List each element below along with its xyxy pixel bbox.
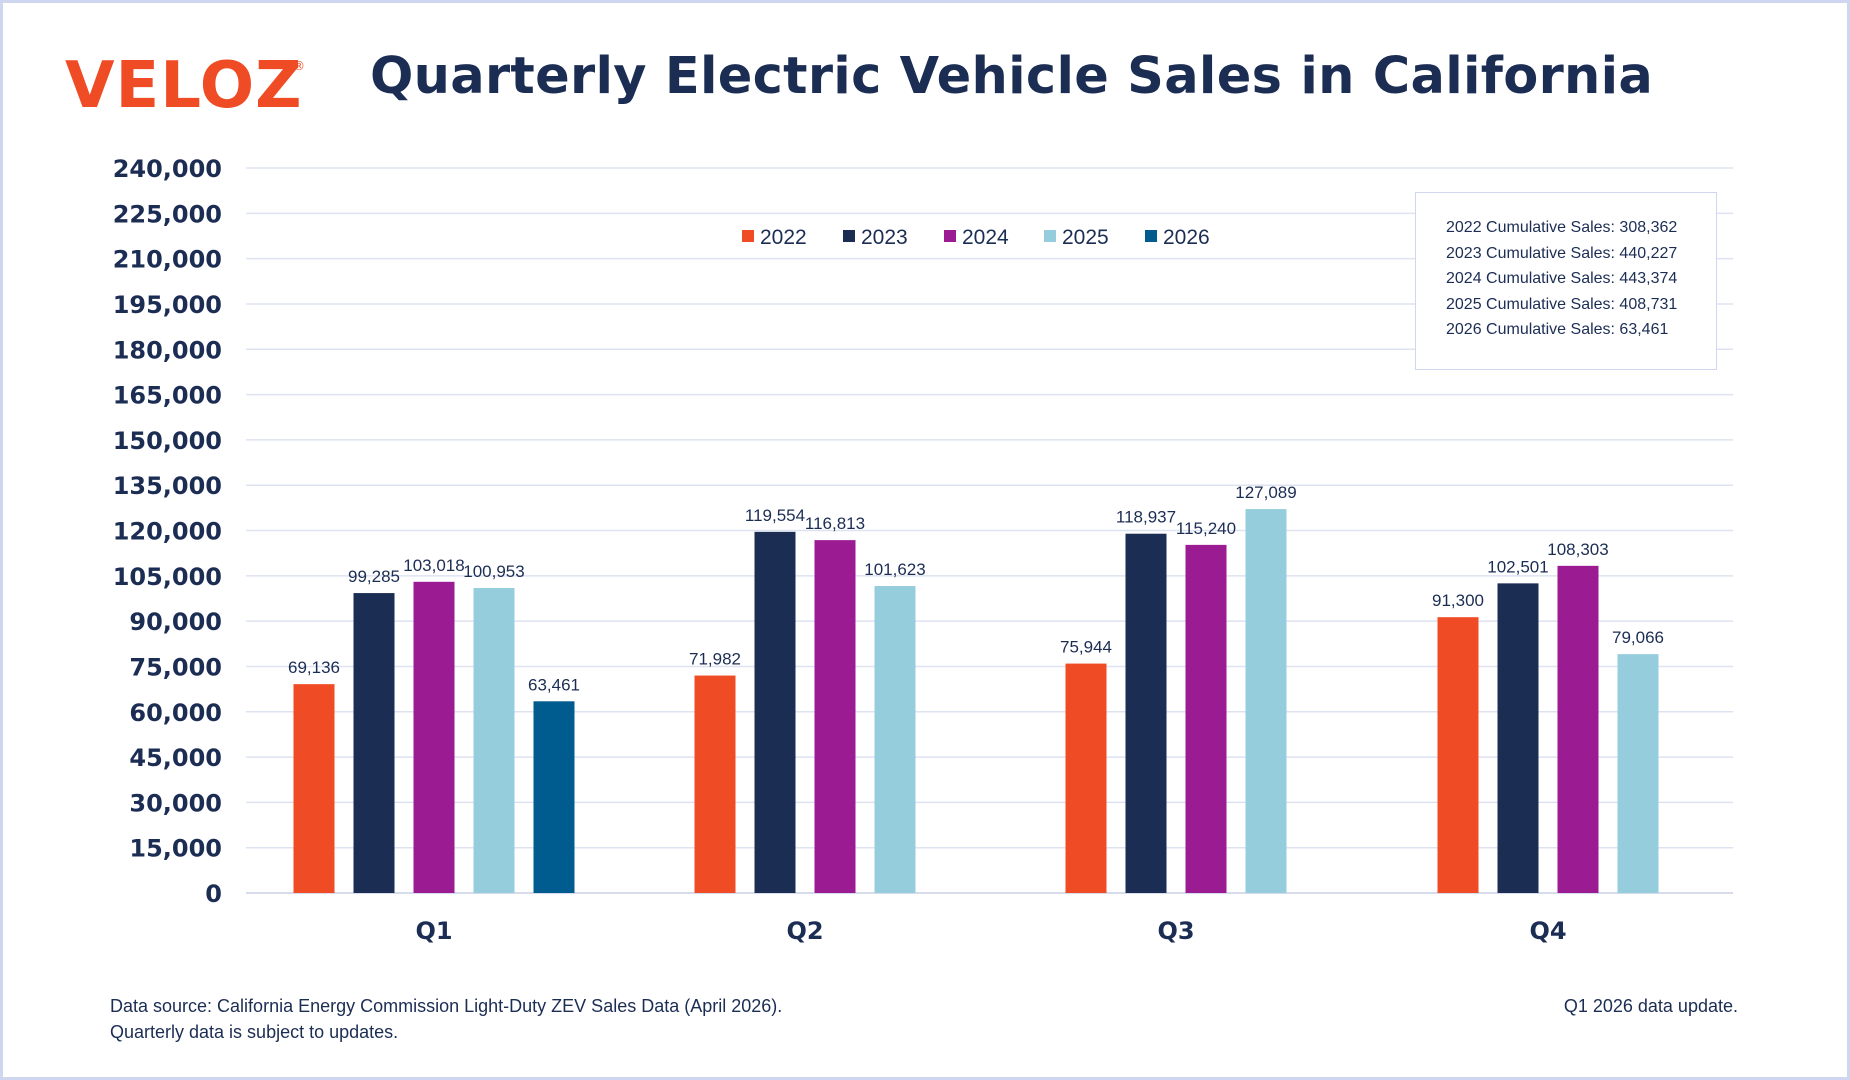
bar-2022-q1 (293, 684, 335, 893)
y-tick-label: 60,000 (129, 699, 222, 727)
bar-2024-q4 (1557, 565, 1599, 893)
bar-2022-q4 (1437, 617, 1479, 893)
x-tick-label: Q1 (415, 917, 452, 945)
data-update-caveat: Quarterly data is subject to updates. (110, 1022, 399, 1042)
y-tick-label: 195,000 (113, 291, 222, 319)
bar-2023-q1 (353, 593, 395, 893)
data-update-note: Q1 2026 data update. (1563, 996, 1738, 1016)
cumulative-line-2023: 2023 Cumulative Sales: 440,227 (1446, 244, 1678, 262)
cumulative-line-2025: 2025 Cumulative Sales: 408,731 (1446, 295, 1678, 313)
bar-2024-q2 (814, 540, 856, 893)
y-tick-label: 30,000 (129, 789, 222, 817)
y-tick-label: 225,000 (113, 200, 222, 228)
y-tick-label: 150,000 (113, 427, 222, 455)
chart-title: Quarterly Electric Vehicle Sales in Cali… (370, 47, 1654, 106)
legend-label: 2025 (1062, 226, 1109, 249)
bar-2025-q4 (1617, 654, 1659, 893)
bar-2023-q4 (1497, 583, 1539, 893)
data-label: 119,554 (745, 506, 805, 525)
data-label: 102,501 (1487, 557, 1548, 576)
data-label: 101,623 (864, 560, 925, 579)
y-tick-label: 120,000 (113, 518, 222, 546)
legend-swatch-2023 (843, 230, 855, 242)
data-label: 69,136 (288, 658, 340, 677)
cumulative-sales-box: 2022 Cumulative Sales: 308,362 2023 Cumu… (1415, 192, 1717, 370)
data-source-line: Data source: California Energy Commissio… (110, 996, 783, 1016)
bar-2023-q2 (754, 531, 796, 893)
data-label: 103,018 (403, 556, 464, 575)
y-tick-label: 90,000 (129, 608, 222, 636)
legend-swatch-2024 (944, 230, 956, 242)
legend-swatch-2022 (742, 230, 754, 242)
legend-label: 2024 (962, 226, 1009, 249)
y-tick-label: 240,000 (113, 155, 222, 183)
y-tick-label: 210,000 (113, 246, 222, 274)
legend-swatch-2025 (1044, 230, 1056, 242)
bar-2025-q1 (473, 588, 515, 893)
y-tick-label: 15,000 (129, 835, 222, 863)
data-source-note: Data source: California Energy Commissio… (110, 993, 782, 1045)
y-tick-label: 75,000 (129, 653, 222, 681)
data-label: 118,937 (1116, 508, 1176, 527)
legend-label: 2022 (760, 226, 807, 249)
y-tick-label: 0 (205, 880, 222, 908)
data-label: 79,066 (1612, 628, 1664, 647)
y-tick-label: 165,000 (113, 382, 222, 410)
bar-2025-q2 (874, 586, 916, 893)
cumulative-line-2026: 2026 Cumulative Sales: 63,461 (1446, 321, 1669, 338)
bar-2022-q2 (694, 675, 736, 893)
legend-label: 2026 (1163, 226, 1210, 249)
data-label: 71,982 (689, 650, 741, 669)
cumulative-line-2022: 2022 Cumulative Sales: 308,362 (1446, 219, 1678, 236)
data-label: 63,461 (528, 675, 580, 694)
data-label: 127,089 (1235, 483, 1296, 502)
y-tick-label: 180,000 (113, 336, 222, 364)
data-label: 116,813 (805, 514, 865, 533)
bar-2024-q3 (1185, 544, 1227, 893)
legend-label: 2023 (861, 226, 908, 249)
data-label: 99,285 (348, 567, 400, 586)
y-tick-label: 135,000 (113, 472, 222, 500)
data-label: 115,240 (1176, 519, 1236, 538)
bar-2026-q1 (533, 701, 575, 893)
y-tick-label: 105,000 (113, 563, 222, 591)
registered-mark: ® (293, 59, 305, 73)
veloz-logo: VELOZ (65, 49, 303, 123)
data-label: 108,303 (1547, 540, 1608, 559)
bar-2022-q3 (1065, 663, 1107, 893)
bar-chart: 0 15,000 30,000 45,000 60,000 75,000 90,000 105… (113, 155, 1733, 945)
x-tick-label: Q2 (786, 917, 823, 945)
data-label: 91,300 (1432, 591, 1484, 610)
bar-2024-q1 (413, 581, 455, 893)
legend-swatch-2026 (1145, 230, 1157, 242)
bar-2025-q3 (1245, 509, 1287, 893)
bar-2023-q3 (1125, 533, 1167, 893)
x-tick-label: Q4 (1529, 917, 1566, 945)
data-label: 75,944 (1060, 638, 1112, 657)
cumulative-line-2024: 2024 Cumulative Sales: 443,374 (1446, 270, 1678, 287)
y-tick-label: 45,000 (129, 744, 222, 772)
data-label: 100,953 (463, 562, 524, 581)
x-tick-label: Q3 (1157, 917, 1194, 945)
